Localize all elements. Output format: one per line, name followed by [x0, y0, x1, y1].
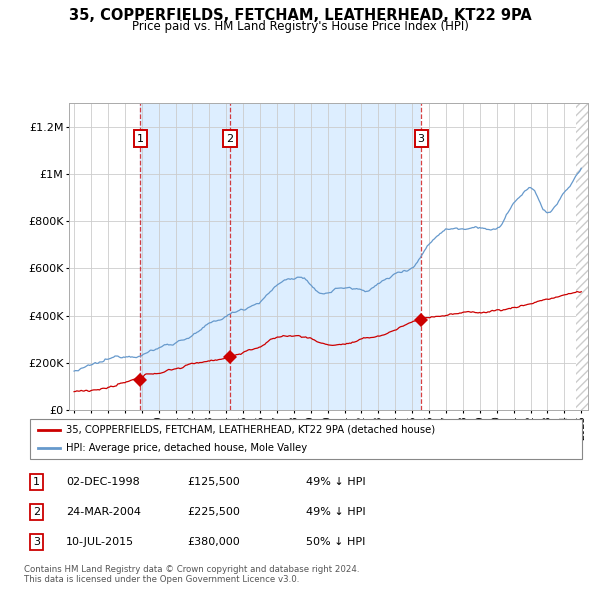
Text: Price paid vs. HM Land Registry's House Price Index (HPI): Price paid vs. HM Land Registry's House …: [131, 20, 469, 33]
Bar: [140, 103, 421, 410]
Bar: [421, 103, 598, 410]
Text: £125,500: £125,500: [187, 477, 240, 487]
Text: 24-MAR-2004: 24-MAR-2004: [66, 507, 141, 517]
Text: 02-DEC-1998: 02-DEC-1998: [66, 477, 140, 487]
Text: Contains HM Land Registry data © Crown copyright and database right 2024.: Contains HM Land Registry data © Crown c…: [24, 565, 359, 574]
Text: 3: 3: [33, 537, 40, 547]
Text: 49% ↓ HPI: 49% ↓ HPI: [306, 507, 365, 517]
Text: 50% ↓ HPI: 50% ↓ HPI: [306, 537, 365, 547]
Text: 35, COPPERFIELDS, FETCHAM, LEATHERHEAD, KT22 9PA: 35, COPPERFIELDS, FETCHAM, LEATHERHEAD, …: [68, 8, 532, 23]
Text: 1: 1: [137, 133, 144, 143]
Text: 2: 2: [227, 133, 233, 143]
FancyBboxPatch shape: [30, 419, 582, 459]
Text: HPI: Average price, detached house, Mole Valley: HPI: Average price, detached house, Mole…: [66, 443, 307, 453]
Text: 49% ↓ HPI: 49% ↓ HPI: [306, 477, 365, 487]
Text: 10-JUL-2015: 10-JUL-2015: [66, 537, 134, 547]
Text: £225,500: £225,500: [187, 507, 240, 517]
Text: 2: 2: [33, 507, 40, 517]
Text: £380,000: £380,000: [187, 537, 240, 547]
Text: 35, COPPERFIELDS, FETCHAM, LEATHERHEAD, KT22 9PA (detached house): 35, COPPERFIELDS, FETCHAM, LEATHERHEAD, …: [66, 425, 435, 435]
Text: 1: 1: [33, 477, 40, 487]
Text: 3: 3: [418, 133, 425, 143]
Text: This data is licensed under the Open Government Licence v3.0.: This data is licensed under the Open Gov…: [24, 575, 299, 584]
